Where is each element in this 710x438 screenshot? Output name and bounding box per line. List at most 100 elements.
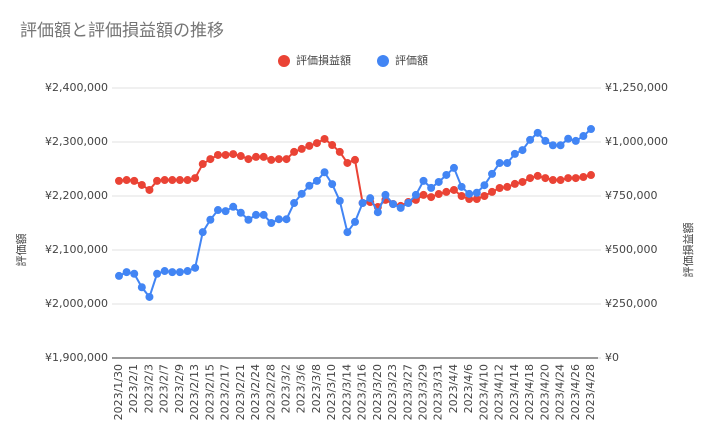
data-point [252, 210, 261, 219]
data-point [206, 155, 215, 164]
data-point [587, 171, 595, 180]
data-point [404, 199, 413, 208]
data-point [419, 176, 428, 185]
data-point [571, 136, 580, 145]
data-point [267, 219, 276, 227]
data-point [411, 190, 420, 199]
x-tick-label: 2023/3/2 [279, 364, 292, 413]
data-point [259, 152, 268, 161]
data-point [587, 125, 595, 134]
data-point [366, 194, 375, 203]
y-tick-label: ¥2,000,000 [45, 297, 108, 310]
data-point [244, 155, 253, 164]
y2-tick-label: ¥1,000,000 [605, 135, 668, 148]
data-point [373, 208, 382, 217]
data-point [305, 181, 314, 190]
data-point [503, 182, 512, 191]
data-point [571, 174, 580, 183]
data-point [175, 176, 184, 185]
data-point [153, 269, 162, 278]
data-point [335, 147, 344, 156]
y2-tick-label: ¥0 [605, 351, 619, 364]
data-point [145, 185, 154, 194]
y2-tick-label: ¥500,000 [605, 243, 658, 256]
data-point [213, 150, 222, 159]
data-point [518, 177, 527, 186]
data-point [290, 147, 299, 156]
legend-label: 評価額 [395, 53, 428, 67]
y2-tick-label: ¥1,250,000 [605, 81, 668, 94]
data-point [495, 184, 504, 193]
data-point [259, 210, 268, 219]
data-point [503, 159, 512, 168]
data-point [442, 170, 451, 179]
data-point [518, 146, 527, 155]
y-tick-label: ¥2,300,000 [45, 135, 108, 148]
data-point [282, 215, 291, 224]
data-point [191, 174, 200, 183]
data-point [457, 192, 466, 200]
data-point [556, 141, 565, 150]
data-point [191, 263, 200, 272]
data-point [472, 188, 481, 197]
legend-marker [377, 55, 389, 67]
x-tick-label: 2023/3/16 [356, 364, 369, 420]
x-tick-label: 2023/2/3 [142, 364, 155, 413]
x-tick-label: 2023/4/20 [538, 364, 551, 420]
data-point [328, 141, 337, 150]
data-point [419, 190, 428, 199]
data-point [449, 185, 458, 194]
data-point [137, 180, 146, 189]
data-point [335, 196, 344, 205]
data-point [206, 215, 215, 224]
data-point [427, 193, 436, 202]
data-point [168, 176, 177, 185]
data-point [297, 189, 306, 198]
x-tick-label: 2023/3/14 [340, 364, 353, 420]
data-point [137, 283, 146, 292]
data-point [343, 228, 352, 237]
data-point [312, 176, 321, 185]
x-tick-label: 2023/4/12 [493, 364, 506, 420]
chart-title: 評価額と評価損益額の推移 [20, 21, 224, 41]
data-point [427, 183, 436, 192]
data-point [358, 199, 367, 208]
x-tick-label: 2023/3/29 [417, 364, 430, 420]
x-tick-label: 2023/3/6 [295, 364, 308, 413]
x-tick-label: 2023/4/4 [447, 364, 460, 413]
data-point [328, 180, 337, 189]
x-tick-label: 2023/4/14 [508, 364, 521, 420]
data-point [244, 215, 253, 224]
data-point [229, 150, 238, 159]
data-point [548, 141, 557, 150]
data-point [153, 176, 162, 185]
data-point [343, 158, 352, 167]
y-axis-title: 評価額 [14, 234, 28, 267]
data-point [548, 176, 557, 185]
x-tick-label: 2023/3/23 [386, 364, 399, 420]
data-point [396, 203, 405, 212]
data-point [115, 271, 123, 280]
data-point [510, 149, 519, 158]
data-point [541, 136, 550, 145]
data-point [434, 190, 443, 199]
data-point [168, 268, 177, 277]
data-point [533, 128, 542, 137]
x-tick-label: 2023/4/24 [554, 364, 567, 420]
data-point [183, 267, 192, 276]
data-point [488, 169, 497, 178]
data-point [472, 195, 481, 204]
data-point [320, 134, 329, 143]
legend-marker [278, 55, 290, 67]
y-tick-label: ¥1,900,000 [45, 351, 108, 364]
x-tick-label: 2023/2/15 [203, 364, 216, 420]
data-point [274, 215, 283, 224]
data-point [175, 268, 184, 277]
data-point [320, 168, 329, 177]
x-tick-label: 2023/3/20 [371, 364, 384, 420]
data-point [267, 155, 276, 164]
legend-label: 評価損益額 [296, 53, 351, 67]
data-point [480, 181, 489, 190]
x-tick-label: 2023/2/17 [219, 364, 232, 420]
x-tick-label: 2023/3/10 [325, 364, 338, 420]
